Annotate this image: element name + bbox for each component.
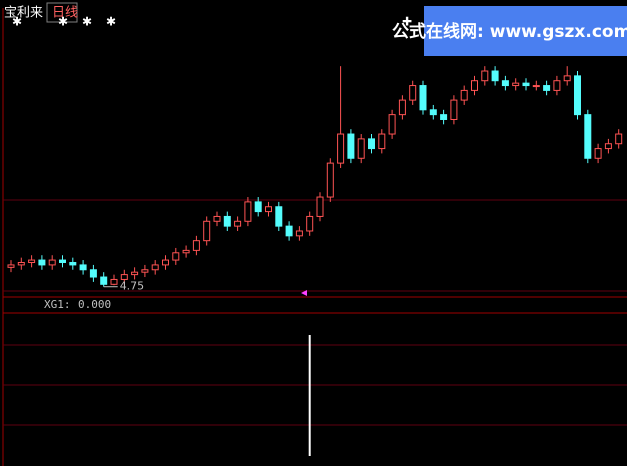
candle-body [512,82,520,87]
candle-body [604,143,612,150]
candle-body [100,276,108,285]
candle-body [7,264,15,268]
candle-body [543,85,551,91]
candle-body [429,109,437,116]
candle-body [501,80,509,87]
candle-body [574,75,581,116]
candle-body [223,215,231,227]
candle-body [398,99,406,116]
watermark: 公式在线网: www.gszx.com.cn [392,21,627,42]
candle-body [481,70,489,82]
candle-body [79,264,87,271]
candle-body [110,278,118,285]
candle-body [409,85,417,101]
candle-body [316,196,324,217]
candle-body [419,85,427,111]
watermark-box [424,6,627,56]
candle-body [347,133,355,159]
candle-body [378,133,386,150]
indicator-value: 0.000 [78,298,111,311]
candle-body [234,220,242,227]
candle-body [306,215,314,232]
candle-body [172,252,180,261]
candle-body [120,274,128,280]
star-markers: ✱ ✱ ✱ ✱ ✚ [12,15,412,29]
candle-body [553,80,561,91]
candle-body [89,269,97,278]
candle-body [295,230,303,237]
candle-body [151,264,159,271]
star: ✱ [82,15,92,29]
period-box [46,2,78,23]
star: ✱ [12,15,22,29]
candle-body [584,114,592,159]
candle-body [69,261,77,266]
candle-body [357,138,365,159]
candle-body [244,201,252,222]
candle-body [368,138,375,150]
candle-body [326,162,334,198]
candle-body [182,249,190,254]
candle-body [131,271,139,276]
candle-body [440,114,448,120]
candle-body [471,80,478,91]
candle-body [17,261,25,266]
candle-body [285,225,293,237]
candle-body [38,259,46,266]
candle-body [59,259,66,263]
candle-body [594,148,602,159]
candle-body [213,215,221,222]
candle-body [203,220,211,242]
candle-body [522,82,530,87]
candle-body [491,70,499,82]
candle-body [532,85,540,88]
candle-body [162,259,169,266]
star: ✱ [106,15,116,29]
candle-body [275,206,283,227]
star: ✚ [402,15,412,29]
candle-body [141,269,149,273]
stock-name: 宝利来 [4,6,43,21]
cursor-marker [301,290,307,296]
candle-body [28,259,36,263]
candle-body [254,201,262,213]
candle-body [337,133,345,164]
candle-body [460,89,468,101]
candle-body [48,259,56,266]
period: 日线 [52,6,78,21]
candle-body [192,240,200,251]
indicator-label: XG1: [44,298,71,311]
candle-body [615,133,623,145]
candle-body [563,75,571,82]
star: ✱ [58,15,68,29]
candle-body [265,206,272,213]
candle-body [450,99,458,120]
candle-body [388,114,396,135]
low-label: 4.75 [120,280,145,293]
